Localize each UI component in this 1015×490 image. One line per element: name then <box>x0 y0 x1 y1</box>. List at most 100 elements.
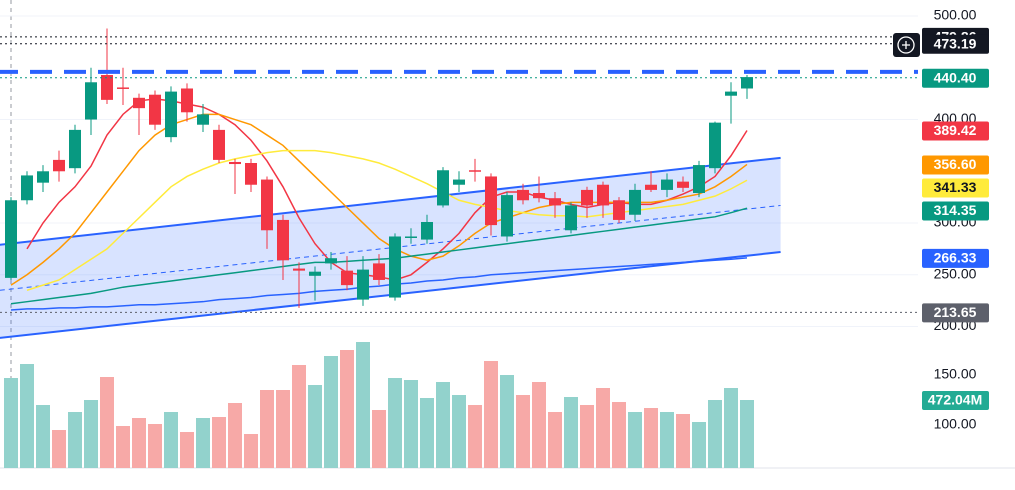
volume-bar <box>596 388 610 468</box>
candle-body <box>661 179 673 190</box>
volume-bar <box>628 412 642 468</box>
volume-bar <box>612 402 626 468</box>
volume-bar <box>660 412 674 468</box>
candle-body <box>213 129 225 160</box>
volume-bar <box>532 382 546 468</box>
volume-bar <box>356 342 370 468</box>
volume-bar <box>676 414 690 468</box>
candle-body <box>693 165 705 194</box>
series-badge-bg <box>922 155 989 175</box>
candle-body <box>389 236 401 298</box>
volume-bar <box>292 365 306 468</box>
volume-bar <box>212 417 226 468</box>
candle-body <box>245 163 257 185</box>
volume-bar <box>36 405 50 468</box>
volume-bar <box>228 403 242 468</box>
candle-body <box>405 236 417 238</box>
candle-body <box>357 269 369 300</box>
volume-bar <box>196 418 210 468</box>
volume-bar <box>340 350 354 468</box>
volume-bar <box>740 400 754 468</box>
volume-bar <box>388 378 402 468</box>
volume-bar <box>484 361 498 468</box>
candle-body <box>421 221 433 240</box>
candle-body <box>165 91 177 138</box>
volume-bar <box>100 377 114 468</box>
candle-body <box>117 87 129 89</box>
series-badge: 341.33 <box>934 179 977 195</box>
candle-body <box>469 170 481 172</box>
price-badge: 213.65 <box>934 304 977 320</box>
candle-body <box>85 82 97 120</box>
volume-tick-label: 100.00 <box>934 416 977 432</box>
candle-body <box>645 184 657 190</box>
candle-body <box>69 129 81 169</box>
candle-body <box>629 189 641 215</box>
volume-bar <box>84 400 98 468</box>
volume-bar <box>324 356 338 468</box>
volume-tick-label: 150.00 <box>934 366 977 382</box>
volume-bar <box>436 382 450 468</box>
candle-body <box>549 198 561 206</box>
candle-body <box>373 263 385 280</box>
series-badge-bg <box>922 248 989 268</box>
candle-body <box>437 170 449 206</box>
volume-bar <box>20 364 34 468</box>
candle-body <box>725 91 737 96</box>
candle-body <box>677 181 689 188</box>
volume-bar <box>308 385 322 468</box>
volume-bar <box>180 432 194 468</box>
candle-body <box>309 271 321 276</box>
price-badge: 440.40 <box>934 69 977 85</box>
volume-bar <box>132 418 146 468</box>
series-badge-bg <box>922 201 989 221</box>
candle-body <box>581 189 593 206</box>
moving-average-line <box>26 98 748 281</box>
candle-body <box>325 258 337 264</box>
candle-body <box>341 270 353 286</box>
candle-body <box>277 219 289 261</box>
volume-bar <box>68 412 82 468</box>
candle-body <box>597 184 609 206</box>
candle-body <box>485 176 497 226</box>
candle-body <box>533 193 545 199</box>
candle-body <box>133 97 145 109</box>
candle-body <box>293 268 305 271</box>
add-alert-button[interactable] <box>893 33 920 57</box>
volume-bar <box>548 412 562 468</box>
volume-bar <box>116 426 130 468</box>
volume-bar <box>516 395 530 468</box>
volume-badge-bg <box>922 391 989 410</box>
volume-bar <box>500 375 514 468</box>
volume-bar <box>452 395 466 468</box>
series-badge: 314.35 <box>934 202 977 218</box>
candle-body <box>21 175 33 201</box>
channel-middle <box>0 204 781 291</box>
candle-body <box>101 75 113 100</box>
volume-bar <box>404 380 418 468</box>
volume-bar <box>468 405 482 468</box>
volume-bar <box>164 412 178 468</box>
y-tick-label: 500.00 <box>934 7 977 23</box>
add-alert-circle <box>897 36 915 54</box>
price-badge-bg <box>922 68 989 88</box>
channel-upper <box>0 156 781 246</box>
candle-body <box>565 205 577 231</box>
volume-bar <box>724 388 738 468</box>
candle-body <box>261 179 273 231</box>
price-badge-bg <box>922 34 989 54</box>
series-badge: 356.60 <box>934 156 977 172</box>
candle-body <box>149 94 161 125</box>
series-badge: 389.42 <box>934 122 977 138</box>
series-badge-bg <box>922 178 989 198</box>
candle-body <box>181 88 193 113</box>
volume-badge: 472.04M <box>928 392 982 408</box>
price-badge: 473.19 <box>934 35 977 51</box>
volume-bar <box>708 400 722 468</box>
volume-bar <box>644 408 658 468</box>
candle-body <box>709 122 721 169</box>
candle-body <box>37 171 49 183</box>
candle-body <box>741 77 753 89</box>
volume-bar <box>52 430 66 468</box>
